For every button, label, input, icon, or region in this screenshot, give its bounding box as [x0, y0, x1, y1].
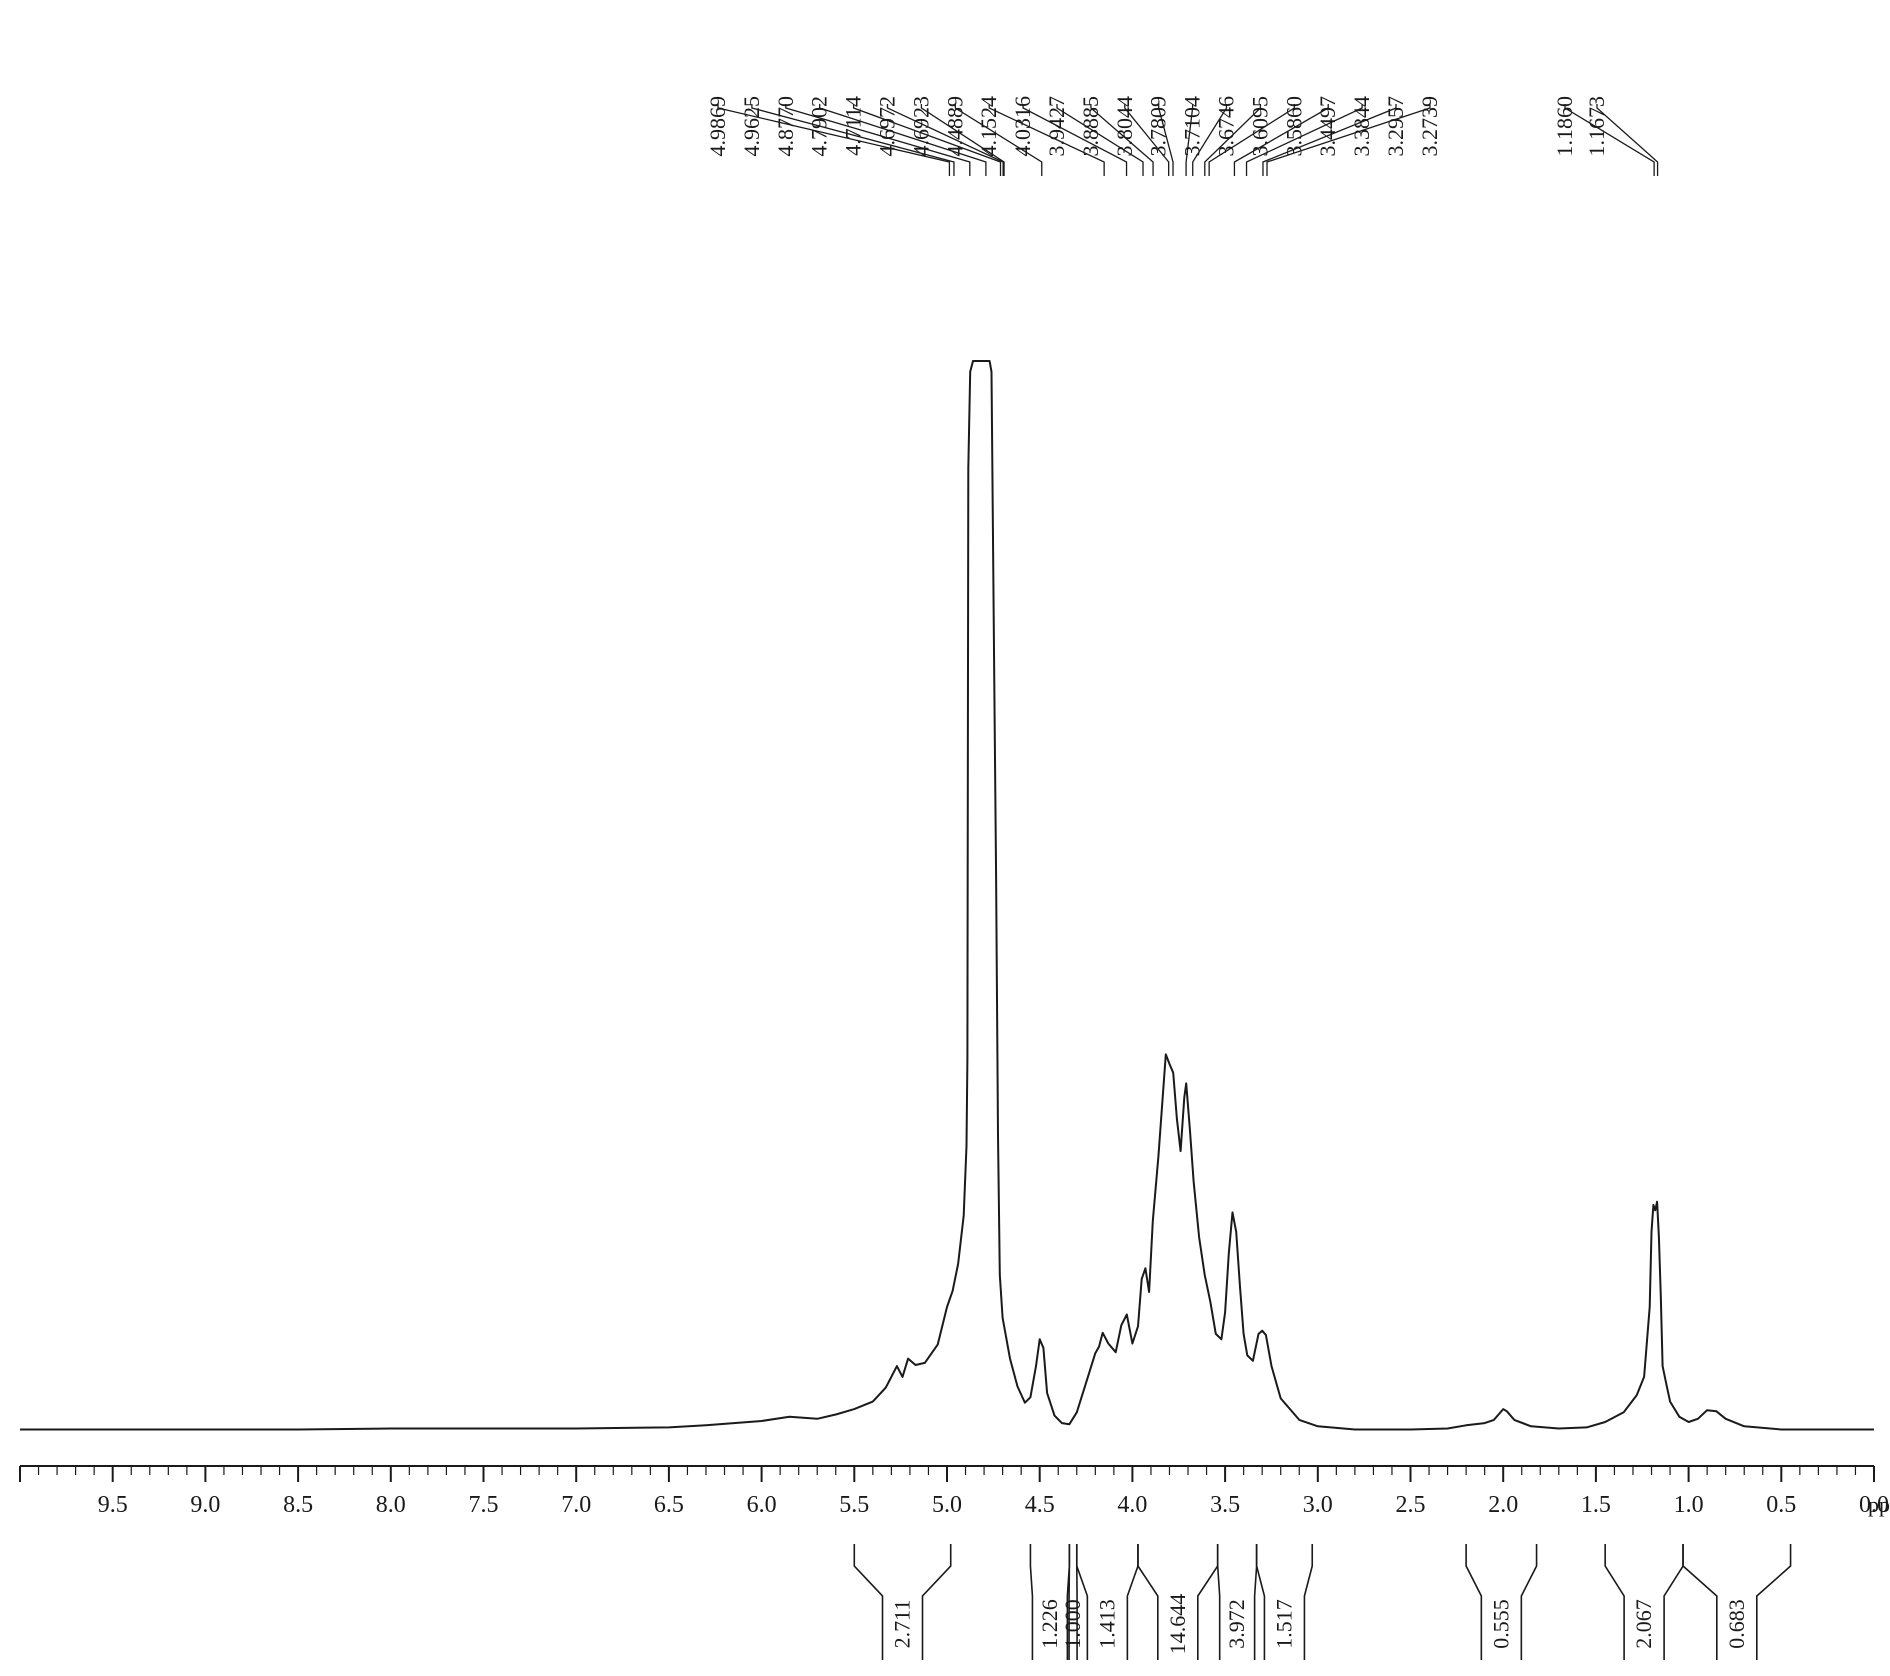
x-tick-label: 0.5: [1766, 1492, 1796, 1518]
peak-connector: [1056, 104, 1144, 176]
peak-connector: [1233, 104, 1329, 176]
peak-connector: [1204, 104, 1262, 176]
x-tick-label: 3.5: [1210, 1492, 1240, 1518]
peak-connector: [1208, 104, 1295, 176]
peak-connector: [1262, 104, 1397, 176]
x-tick-label: 0.0: [1859, 1492, 1889, 1518]
integral-value-label: 2.711: [890, 1600, 915, 1649]
integral-value-label: 14.644: [1165, 1594, 1190, 1655]
x-tick-label: 9.0: [190, 1492, 220, 1518]
peak-connector: [1564, 104, 1655, 176]
integral-value-label: 1.226: [1037, 1599, 1062, 1649]
x-tick-label: 6.0: [747, 1492, 777, 1518]
peak-connector: [1158, 104, 1174, 176]
peak-connector: [819, 104, 987, 176]
peak-connector: [920, 104, 1005, 176]
x-axis: 9.5 9.0 8.5 8.0 7.5 7.0 6.5 6.0 5.5 5.0 4.5 4.0 3.5 3…: [19, 1465, 1890, 1518]
spectrum-trace: [20, 360, 1874, 1431]
peak-connector: [954, 104, 1043, 176]
x-tick-label: 8.5: [283, 1492, 313, 1518]
integral-value-label: 3.972: [1224, 1599, 1249, 1649]
integral-value-label: 0.683: [1724, 1599, 1749, 1649]
x-tick-label: 1.5: [1581, 1492, 1611, 1518]
x-tick-label: 1.0: [1674, 1492, 1704, 1518]
x-tick-label: 7.0: [561, 1492, 591, 1518]
x-tick-label: 9.5: [98, 1492, 128, 1518]
integral-value-label: 1.413: [1094, 1599, 1119, 1649]
integral-bracket: [1255, 1544, 1314, 1660]
x-tick-label: 5.0: [932, 1492, 962, 1518]
peak-connector-group: [717, 104, 1659, 176]
integral-bracket: [1465, 1544, 1538, 1660]
peak-connector: [785, 104, 971, 176]
peak-connector: [717, 104, 951, 176]
x-tick-label: 2.5: [1396, 1492, 1426, 1518]
x-unit-label: ppm: [1868, 1492, 1890, 1517]
integral-value-label: 1.000: [1060, 1599, 1085, 1649]
peak-connector: [886, 104, 1004, 176]
peak-connector: [751, 104, 955, 176]
x-tick-label: 8.0: [376, 1492, 406, 1518]
x-tick-label: 4.0: [1117, 1492, 1147, 1518]
integral-bracket: [853, 1544, 952, 1660]
integral-bracket: [1682, 1544, 1792, 1660]
peak-connector: [1266, 104, 1431, 176]
x-tick-label: 5.5: [839, 1492, 869, 1518]
x-tick-label: 3.0: [1303, 1492, 1333, 1518]
x-tick-label: 4.5: [1025, 1492, 1055, 1518]
integral-value-label: 1.517: [1271, 1599, 1296, 1649]
peak-connector: [1124, 104, 1170, 176]
x-tick-label: 7.5: [469, 1492, 499, 1518]
x-tick-label: 2.0: [1488, 1492, 1518, 1518]
integral-value-label: 0.555: [1488, 1599, 1513, 1649]
peak-connector: [1185, 104, 1194, 176]
peak-connector: [1596, 104, 1659, 176]
peak-connector: [988, 104, 1105, 176]
peak-connector: [1090, 104, 1154, 176]
x-tick-label: 6.5: [654, 1492, 684, 1518]
peak-connector: [852, 104, 1002, 176]
peak-connector: [1245, 104, 1363, 176]
peak-connector: [1022, 104, 1128, 176]
integral-value-label: 2.067: [1631, 1599, 1656, 1649]
peak-connector: [1192, 104, 1228, 176]
